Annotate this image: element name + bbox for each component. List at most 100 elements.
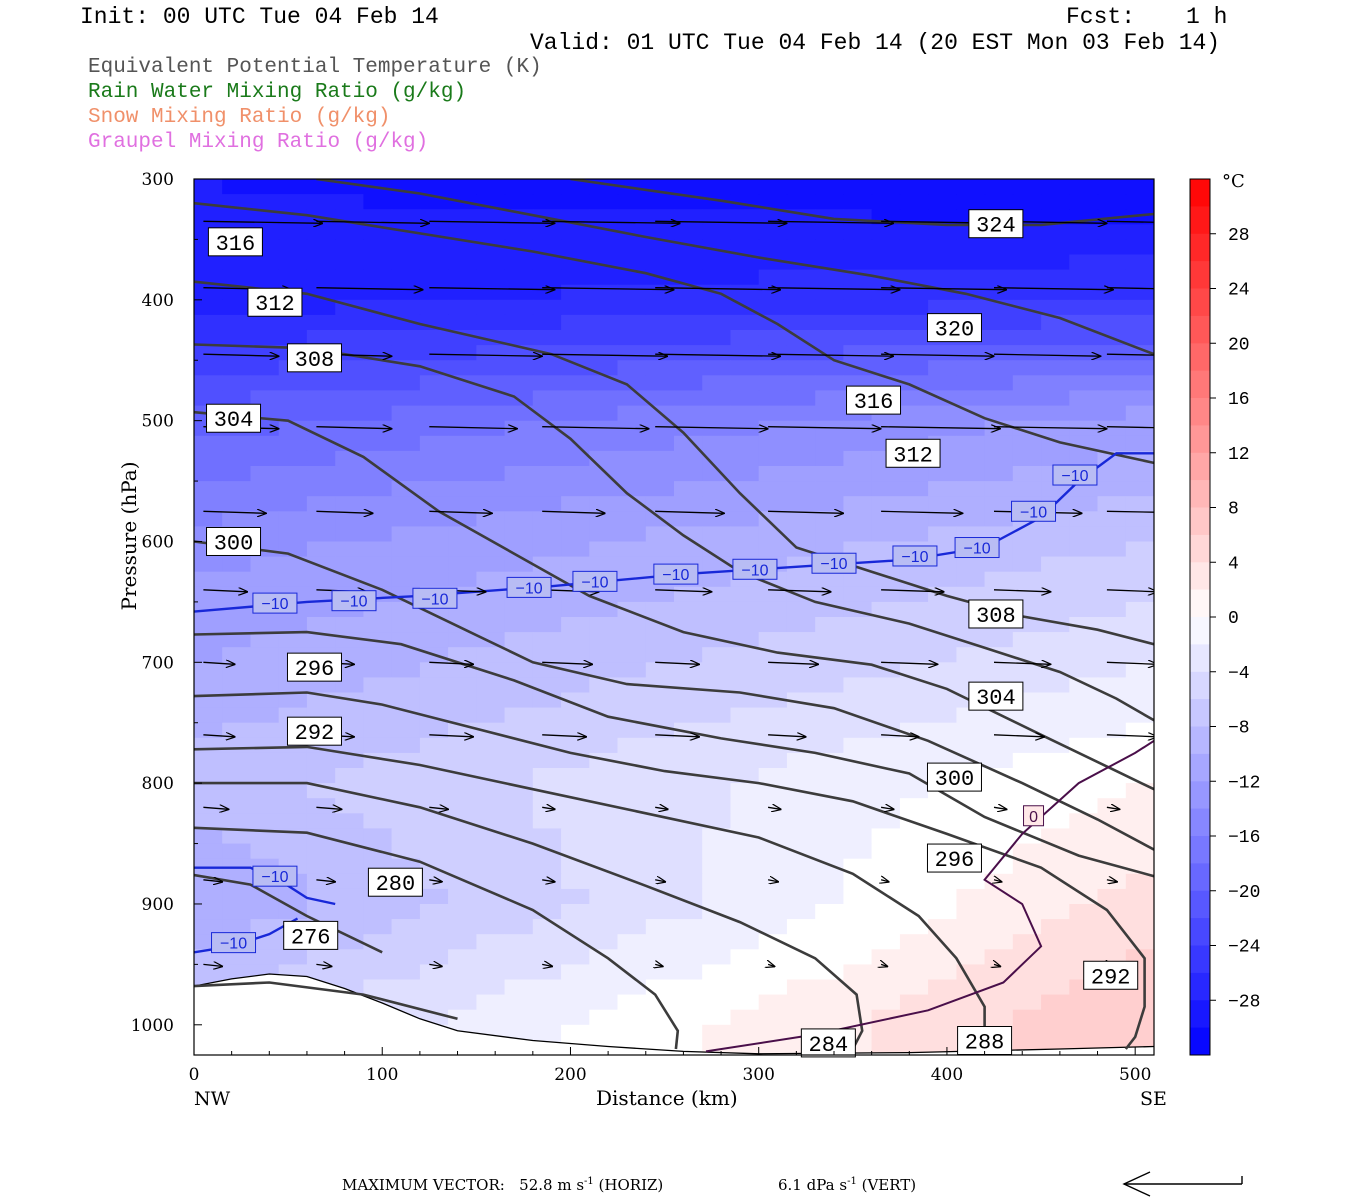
temperature-cell (1069, 390, 1099, 407)
temperature-cell (448, 239, 477, 256)
temperature-cell (306, 254, 336, 271)
temperature-cell (899, 994, 929, 1011)
temperature-cell (786, 828, 816, 845)
temperature-cell (476, 617, 506, 633)
x-tick-label: 300 (742, 1065, 774, 1085)
temperature-cell (194, 571, 223, 588)
wind-vector (1106, 426, 1154, 429)
temperature-cell (561, 405, 590, 422)
temperature-cell (984, 934, 1014, 950)
temperature-cell (194, 677, 223, 694)
temperature-cell (419, 254, 449, 271)
temperature-cell (476, 360, 506, 376)
temperature-cell (1125, 994, 1154, 1011)
temperature-cell (617, 692, 647, 709)
temperature-cell (702, 662, 731, 678)
temperature-cell (476, 405, 506, 422)
colorbar-tick-label: −20 (1228, 883, 1260, 903)
temperature-cell (674, 752, 703, 769)
temperature-cell (532, 632, 562, 648)
temperature-cell (1041, 586, 1070, 603)
temperature-cell (984, 949, 1014, 965)
temperature-cell (758, 450, 788, 467)
temperature-cell (928, 466, 957, 482)
temperature-cell (1097, 662, 1127, 678)
wind-vector (881, 354, 994, 356)
temperature-cell (956, 994, 986, 1011)
temperature-cell (306, 390, 336, 407)
temperature-cell (1041, 284, 1070, 301)
temperature-cell (758, 1009, 788, 1026)
temperature-cell (1125, 405, 1154, 422)
temperature-cell (702, 994, 731, 1011)
temperature-cell (419, 843, 449, 860)
temperature-cell (589, 647, 619, 663)
temperature-cell (674, 677, 703, 694)
temperature-cell (504, 556, 534, 573)
temperature-cell (984, 269, 1014, 286)
y-tick-label: 600 (142, 532, 174, 552)
temperature-cell (504, 194, 534, 210)
temperature-label: −10 (412, 587, 458, 609)
max-vector-vert: 6.1 dPa s-1 (VERT) (778, 1176, 916, 1194)
temperature-cell (617, 194, 647, 210)
wind-vector (881, 590, 944, 592)
temperature-cell (250, 662, 280, 678)
temperature-cell (956, 919, 986, 935)
temperature-cell (419, 904, 449, 920)
temperature-cell (702, 858, 731, 875)
temperature-cell (1012, 722, 1042, 739)
temperature-cell (928, 571, 957, 588)
temperature-cell (561, 541, 590, 558)
temperature-cell (1125, 541, 1154, 558)
temperature-label-box (412, 587, 458, 609)
temperature-cell (476, 601, 506, 618)
temperature-cell (702, 390, 731, 407)
temperature-cell (1041, 571, 1070, 588)
temperature-cell (843, 828, 873, 845)
temperature-cell (815, 828, 844, 845)
temperature-cell (928, 1009, 957, 1026)
temperature-cell (843, 662, 873, 678)
theta-e-label: 312 (247, 287, 303, 317)
temperature-cell (899, 511, 929, 527)
temperature-cell (532, 284, 562, 301)
wind-vector (429, 427, 517, 429)
temperature-cell (928, 194, 957, 210)
temperature-cell (815, 375, 844, 391)
wind-vector (542, 964, 552, 966)
temperature-cell (984, 783, 1014, 799)
temperature-cell (899, 375, 929, 391)
temperature-cell (645, 904, 675, 920)
colorbar-tick-label: 0 (1228, 609, 1239, 629)
temperature-cell (194, 737, 223, 754)
legend-rain-water: Rain Water Mixing Ratio (g/kg) (88, 81, 467, 104)
temperature-cell (476, 949, 506, 965)
temperature-cell (363, 435, 393, 452)
temperature-cell (532, 964, 562, 981)
temperature-cell (815, 994, 844, 1011)
temperature-cell (532, 813, 562, 829)
temperature-cell (843, 904, 873, 920)
temperature-cell (702, 873, 731, 890)
wind-vector (655, 807, 668, 809)
temperature-cell (335, 375, 364, 391)
temperature-cell (758, 964, 788, 981)
temperature-cell (476, 692, 506, 709)
temperature-cell (984, 345, 1014, 361)
temperature-cell (278, 314, 308, 331)
temperature-cell (1097, 360, 1127, 376)
temperature-cell (1012, 405, 1042, 422)
temperature-cell (448, 632, 477, 648)
temperature-cell (1012, 919, 1042, 935)
temperature-cell (674, 541, 703, 558)
temperature-cell (871, 526, 901, 543)
temperature-cell (1041, 345, 1070, 361)
temperature-cell (504, 375, 534, 391)
temperature-cell (1097, 435, 1127, 452)
temperature-cell (194, 194, 223, 210)
temperature-cell (984, 330, 1014, 346)
temperature-cell (899, 798, 929, 814)
temperature-cell (815, 632, 844, 648)
temperature-cell (1069, 314, 1099, 331)
